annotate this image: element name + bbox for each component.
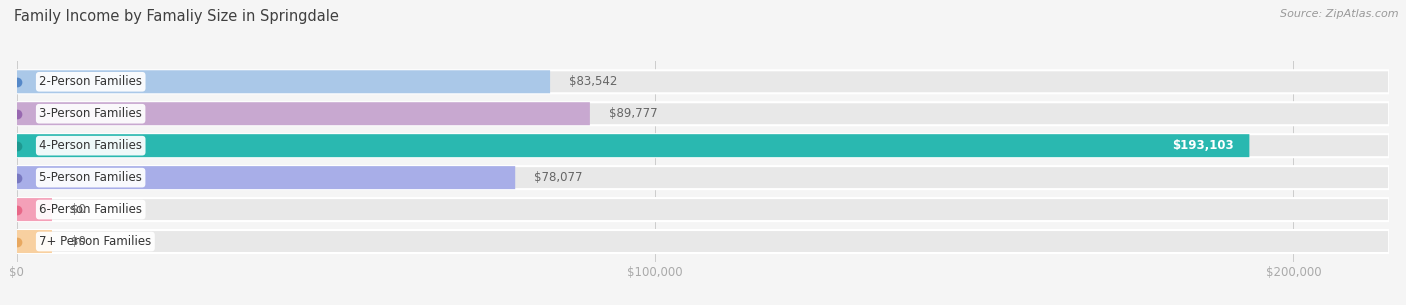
FancyBboxPatch shape	[17, 166, 515, 189]
Text: $193,103: $193,103	[1171, 139, 1233, 152]
FancyBboxPatch shape	[17, 102, 1389, 125]
FancyBboxPatch shape	[17, 134, 1389, 157]
Text: Source: ZipAtlas.com: Source: ZipAtlas.com	[1281, 9, 1399, 19]
Text: Family Income by Famaliy Size in Springdale: Family Income by Famaliy Size in Springd…	[14, 9, 339, 24]
Text: $0: $0	[72, 235, 86, 248]
Text: $78,077: $78,077	[534, 171, 583, 184]
Text: 3-Person Families: 3-Person Families	[39, 107, 142, 120]
FancyBboxPatch shape	[17, 230, 1389, 253]
FancyBboxPatch shape	[17, 102, 591, 125]
Text: $0: $0	[72, 203, 86, 216]
FancyBboxPatch shape	[17, 230, 52, 253]
Text: $89,777: $89,777	[609, 107, 658, 120]
Text: 6-Person Families: 6-Person Families	[39, 203, 142, 216]
FancyBboxPatch shape	[17, 70, 1389, 93]
FancyBboxPatch shape	[17, 70, 550, 93]
FancyBboxPatch shape	[17, 198, 1389, 221]
FancyBboxPatch shape	[17, 134, 1250, 157]
Text: 4-Person Families: 4-Person Families	[39, 139, 142, 152]
Text: 7+ Person Families: 7+ Person Families	[39, 235, 152, 248]
Text: $83,542: $83,542	[569, 75, 617, 88]
FancyBboxPatch shape	[17, 166, 1389, 189]
Text: 2-Person Families: 2-Person Families	[39, 75, 142, 88]
Text: 5-Person Families: 5-Person Families	[39, 171, 142, 184]
FancyBboxPatch shape	[17, 198, 52, 221]
